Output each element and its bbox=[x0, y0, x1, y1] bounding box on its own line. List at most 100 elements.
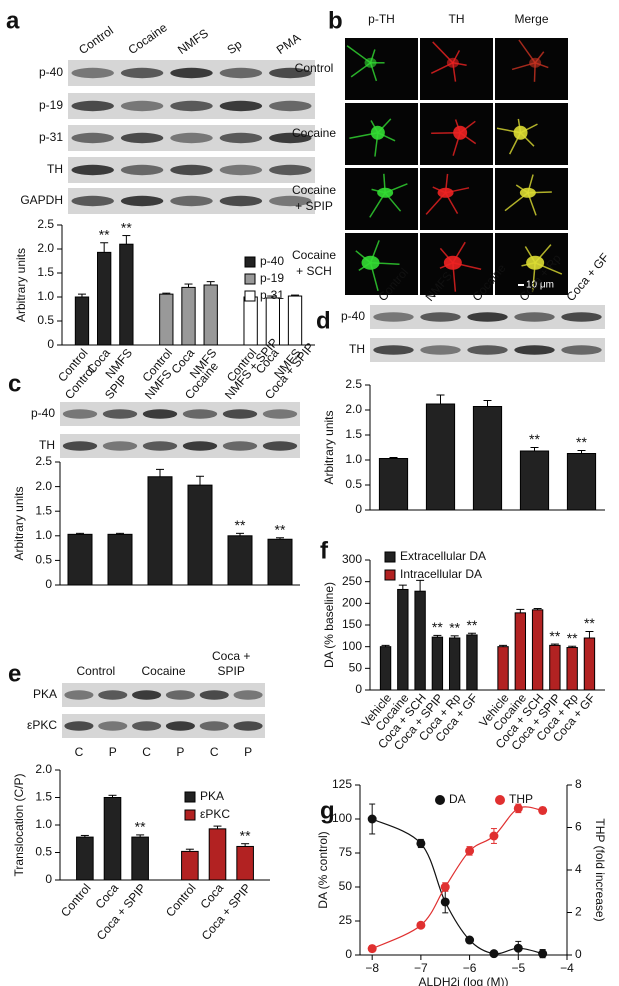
row-label: Control bbox=[295, 61, 334, 75]
blot-band bbox=[182, 409, 218, 419]
bar bbox=[519, 450, 550, 511]
y-tick-label: 300 bbox=[342, 552, 362, 566]
point bbox=[367, 944, 377, 954]
lane-header: Cocaine bbox=[126, 20, 170, 57]
significance: ** bbox=[567, 630, 578, 646]
bar bbox=[181, 850, 199, 881]
blot-band bbox=[467, 345, 508, 355]
blot-band bbox=[170, 195, 213, 207]
point bbox=[513, 943, 523, 953]
legend-swatch bbox=[244, 273, 256, 285]
legend-label: Extracellular DA bbox=[400, 549, 486, 563]
blot-row-label: p-40 bbox=[31, 406, 55, 420]
micrograph bbox=[420, 38, 493, 100]
blot-band bbox=[269, 164, 312, 176]
blot-band bbox=[269, 195, 312, 207]
x-tick-label: −7 bbox=[414, 961, 428, 975]
lane-label: C bbox=[75, 745, 84, 759]
y-tick-label: 0.5 bbox=[35, 553, 52, 567]
micrograph bbox=[495, 168, 568, 230]
y-axis-label: Arbitrary units bbox=[14, 248, 28, 322]
blot-band bbox=[219, 67, 263, 79]
bar bbox=[549, 644, 561, 691]
blot-band bbox=[64, 721, 94, 731]
bar bbox=[448, 637, 461, 691]
bar bbox=[103, 797, 122, 881]
y-tick-label: 2 bbox=[575, 905, 582, 919]
y-tick-label: 2.0 bbox=[35, 762, 52, 776]
y-tick-label: 50 bbox=[349, 661, 363, 675]
point bbox=[465, 935, 475, 945]
bar bbox=[287, 295, 303, 346]
legend-label: p-40 bbox=[260, 254, 284, 268]
bar bbox=[472, 406, 503, 511]
cell-body bbox=[364, 57, 377, 68]
blot-band bbox=[262, 441, 298, 451]
significance: ** bbox=[99, 226, 110, 242]
blot-band bbox=[373, 312, 414, 322]
y-axis-label: DA (% baseline) bbox=[322, 582, 336, 668]
blot-band bbox=[182, 441, 218, 451]
y-tick-label: 100 bbox=[332, 811, 352, 825]
cell-body bbox=[377, 187, 394, 198]
group-header: Cocaine bbox=[141, 664, 185, 678]
x-tick-label: −6 bbox=[463, 961, 477, 975]
blot-band bbox=[219, 100, 263, 112]
point bbox=[367, 814, 377, 824]
bar bbox=[67, 533, 93, 586]
blot-band bbox=[98, 690, 128, 700]
y2-axis-label: THP (fold increase) bbox=[593, 818, 607, 921]
lane-header: SPIP bbox=[102, 372, 130, 402]
bar bbox=[208, 828, 227, 881]
cell-body bbox=[437, 187, 454, 198]
blot-band bbox=[120, 195, 164, 207]
y-tick-label: 1.0 bbox=[345, 452, 362, 466]
y-tick-label: 250 bbox=[342, 574, 362, 588]
bar bbox=[131, 836, 149, 881]
bar bbox=[379, 646, 392, 691]
blot-band bbox=[222, 409, 258, 419]
lane-header: Sp bbox=[224, 37, 244, 57]
bar bbox=[97, 251, 112, 346]
column-header: TH bbox=[449, 12, 465, 26]
point bbox=[489, 831, 499, 841]
y-tick-label: 1.5 bbox=[35, 503, 52, 517]
blot-band bbox=[262, 409, 298, 419]
group-header: Control bbox=[76, 664, 115, 678]
blot-band bbox=[561, 312, 602, 322]
y-tick-label: 2.0 bbox=[35, 479, 52, 493]
y-tick-label: 1.0 bbox=[35, 817, 52, 831]
blot-row-label: GAPDH bbox=[20, 193, 63, 207]
y-tick-label: 25 bbox=[339, 913, 353, 927]
y-tick-label: 100 bbox=[342, 639, 362, 653]
panel-label: d bbox=[316, 307, 331, 334]
point bbox=[416, 920, 426, 930]
lane-label: P bbox=[109, 745, 117, 759]
significance: ** bbox=[121, 219, 132, 235]
significance: ** bbox=[240, 827, 251, 843]
legend-label: εPKC bbox=[200, 807, 230, 821]
blot-band bbox=[62, 441, 98, 451]
blot-band bbox=[64, 690, 94, 700]
group-header: Coca + bbox=[212, 649, 250, 663]
y-tick-label: 2.5 bbox=[345, 377, 362, 391]
blot-band bbox=[199, 690, 229, 700]
scale-bar-label: 10 μm bbox=[526, 280, 554, 291]
blot-band bbox=[269, 100, 312, 112]
blot-band bbox=[514, 312, 555, 322]
blot-band bbox=[120, 132, 164, 144]
bar bbox=[531, 609, 544, 691]
significance: ** bbox=[576, 434, 587, 450]
point bbox=[440, 882, 450, 892]
blot-strip bbox=[60, 434, 300, 458]
blot-band bbox=[269, 67, 312, 79]
y-tick-label: 0.5 bbox=[37, 313, 54, 327]
blot-band bbox=[373, 345, 414, 355]
bar bbox=[74, 296, 90, 346]
blot-strip bbox=[60, 402, 300, 426]
legend-swatch bbox=[384, 569, 396, 581]
blot-band bbox=[165, 690, 195, 700]
blot-band bbox=[561, 345, 602, 355]
cell-body bbox=[453, 125, 468, 140]
